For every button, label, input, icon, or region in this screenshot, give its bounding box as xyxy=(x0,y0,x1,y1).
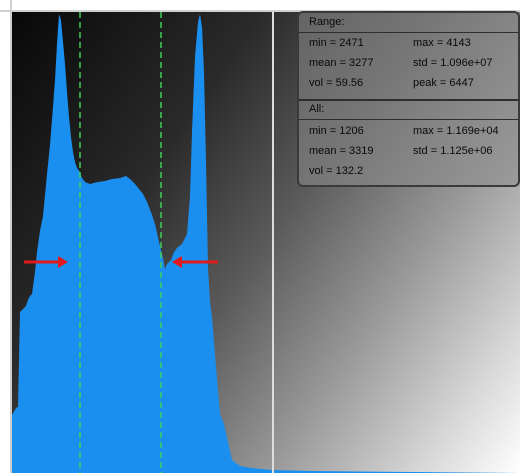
frame-left-border xyxy=(10,0,12,473)
all-std: std = 1.125e+06 xyxy=(413,145,493,157)
range-std: std = 1.096e+07 xyxy=(413,57,493,69)
histogram-plot[interactable] xyxy=(12,12,520,473)
left-arrow xyxy=(24,256,68,268)
frame-top-border xyxy=(0,10,520,12)
panel-divider xyxy=(299,99,518,101)
all-max: max = 1.169e+04 xyxy=(413,125,499,137)
all-divider xyxy=(299,119,518,120)
range-divider xyxy=(299,32,518,33)
stats-panel: Range: min = 2471 max = 4143 mean = 3277… xyxy=(297,11,520,187)
range-vol: vol = 59.56 xyxy=(309,77,364,89)
right-arrow xyxy=(172,256,218,268)
range-max: max = 4143 xyxy=(413,37,471,49)
all-vol: vol = 132.2 xyxy=(309,165,364,177)
all-min: min = 1206 xyxy=(309,125,364,137)
all-title: All: xyxy=(309,103,325,115)
range-min: min = 2471 xyxy=(309,37,364,49)
range-peak: peak = 6447 xyxy=(413,77,474,89)
histogram-viewport[interactable] xyxy=(12,12,520,473)
histogram-area xyxy=(12,14,520,473)
all-mean: mean = 3319 xyxy=(309,145,374,157)
range-title: Range: xyxy=(309,16,345,28)
range-mean: mean = 3277 xyxy=(309,57,374,69)
